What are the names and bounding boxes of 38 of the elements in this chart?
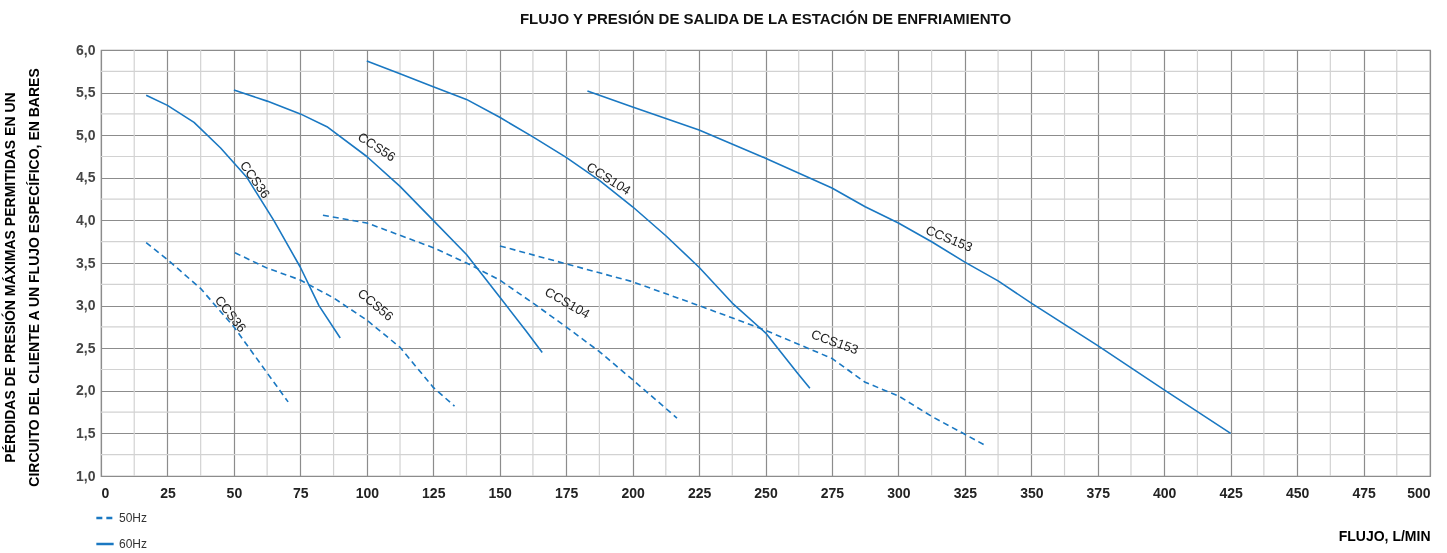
y-tick-label: 5,0 — [76, 126, 96, 143]
x-tick-label: 150 — [488, 484, 513, 501]
y-tick-label: 1,0 — [76, 467, 96, 484]
x-tick-label: 175 — [554, 484, 579, 501]
x-axis-title: FLUJO, L/MIN — [1338, 527, 1431, 544]
x-tick-label: 100 — [355, 484, 380, 501]
y-tick-label: 2,5 — [76, 339, 96, 356]
y-tick-label: 4,0 — [76, 211, 96, 228]
legend-label: 50Hz — [119, 511, 148, 525]
y-tick-label: 3,0 — [76, 297, 96, 314]
line-series — [145, 241, 289, 403]
x-tick-label: 350 — [1020, 484, 1044, 501]
x-tick-label: 250 — [754, 484, 778, 501]
x-tick-label: 25 — [160, 484, 176, 501]
x-tick-label: 75 — [293, 484, 309, 501]
x-tick-label: 300 — [887, 484, 911, 501]
x-tick-label: 375 — [1086, 484, 1111, 501]
x-tick-label: 275 — [820, 484, 845, 501]
y-tick-label: 5,5 — [76, 84, 96, 101]
x-tick-label: 475 — [1352, 484, 1376, 501]
x-tick-label: 500 — [1407, 484, 1431, 501]
x-tick-label: 325 — [953, 484, 978, 501]
x-tick-label: 200 — [621, 484, 645, 501]
chart-title: FLUJO Y PRESIÓN DE SALIDA DE LA ESTACIÓN DE ENFRIAMIENTO — [519, 10, 1012, 27]
x-tick-label: 0 — [101, 484, 110, 501]
x-tick-label: 400 — [1153, 484, 1177, 501]
y-tick-label: 1,5 — [76, 424, 96, 441]
x-tick-label: 450 — [1285, 484, 1310, 501]
y-tick-label: 2,0 — [76, 382, 96, 399]
x-tick-label: 225 — [687, 484, 712, 501]
y-tick-label: 4,5 — [76, 169, 96, 186]
x-tick-label: 125 — [422, 484, 446, 501]
legend-label: 60Hz — [119, 537, 148, 551]
x-tick-label: 425 — [1219, 484, 1244, 501]
y-axis-title: PÉRDIDAS DE PRESIÓN MÁXIMAS PERMITIDAS EN UN CIRCUITO DEL CLIENTE A UN FLUJO ESPECÍFICO, EN BARES — [0, 68, 42, 487]
y-tick-label: 6,0 — [76, 41, 96, 58]
x-tick-label: 50 — [226, 484, 243, 501]
y-tick-label: 3,5 — [76, 254, 96, 271]
